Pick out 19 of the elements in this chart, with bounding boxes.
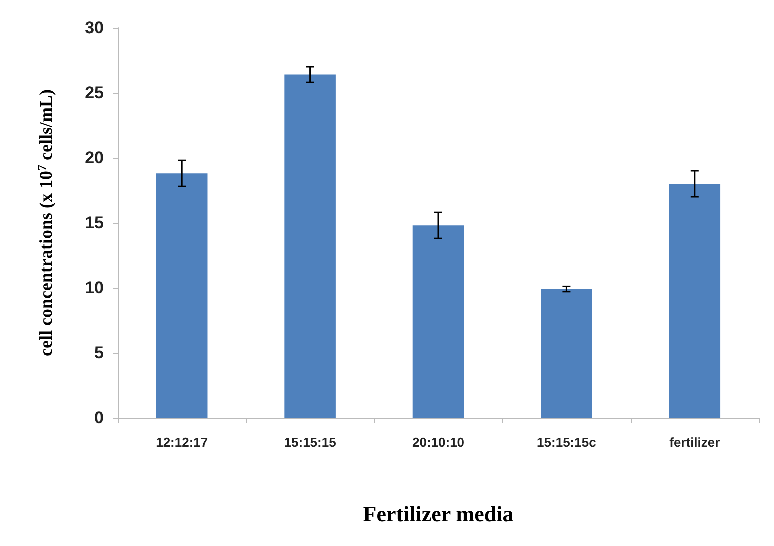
y-tick-label: 15 [85, 214, 104, 232]
y-axis-title: cell concentrations (x 107 cells/mL) [35, 90, 56, 356]
y-tick-label: 5 [94, 344, 104, 362]
x-axis-title: Fertilizer media [363, 502, 514, 526]
y-tick-label: 20 [85, 148, 104, 168]
bar [541, 289, 592, 418]
x-tick-label: 12:12:17 [156, 435, 208, 450]
bar [412, 226, 464, 418]
bar [669, 184, 721, 418]
x-tick-label: 20:10:10 [412, 435, 465, 450]
y-tick-label: 10 [85, 278, 104, 298]
y-tick-label: 0 [94, 408, 104, 428]
y-tick-label: 30 [85, 18, 104, 38]
x-tick-label: fertilizer [670, 435, 720, 450]
x-tick-label: 15:15:15 [284, 435, 336, 450]
x-tick-label: 15:15:15c [537, 435, 596, 450]
bar [284, 74, 336, 418]
y-tick-label: 25 [85, 84, 104, 102]
bar [156, 174, 208, 418]
